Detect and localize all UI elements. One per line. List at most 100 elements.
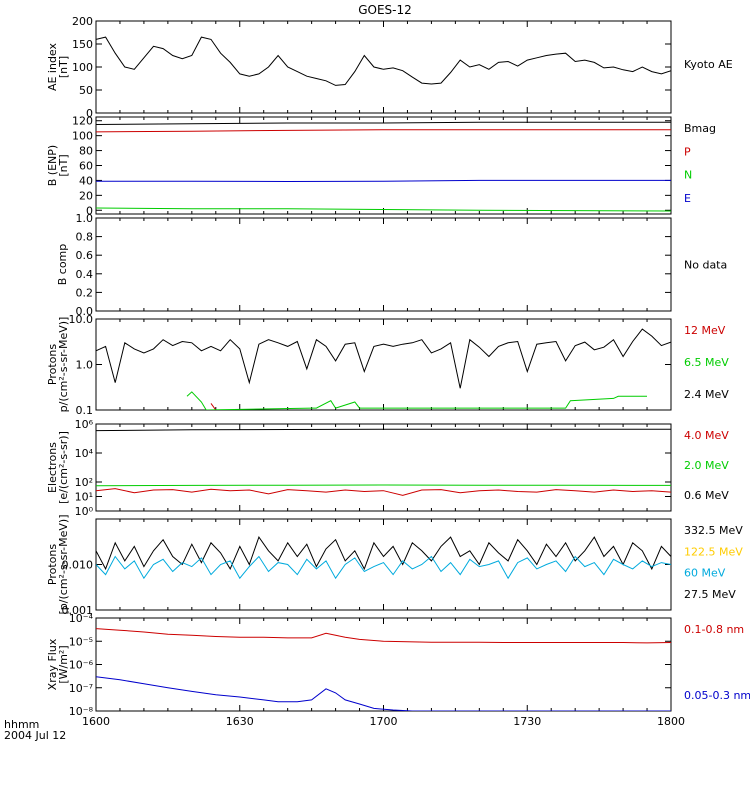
panel-frame bbox=[95, 318, 672, 411]
y-tick-label: 10⁻⁶ bbox=[69, 659, 94, 672]
y-tick-label: 60 bbox=[79, 160, 93, 173]
legend-entry: 0.6 MeV bbox=[684, 489, 729, 502]
panel-frame bbox=[95, 20, 672, 114]
y-axis-label: [e/(cm²-s-sr)] bbox=[57, 431, 70, 504]
y-axis-label: B (ENP) bbox=[46, 145, 59, 186]
y-tick-label: 1.0 bbox=[76, 359, 94, 372]
panel-frame bbox=[95, 217, 672, 312]
legend-entry: 122.5 MeV bbox=[684, 545, 743, 558]
x-tick-label: 1630 bbox=[226, 715, 254, 728]
y-tick-label: 0.2 bbox=[76, 286, 94, 299]
date-label: 2004 Jul 12 bbox=[4, 729, 66, 742]
y-tick-label: 10² bbox=[75, 476, 93, 489]
y-tick-label: 10.0 bbox=[69, 313, 94, 326]
chart-title: GOES-12 bbox=[358, 3, 412, 17]
y-tick-label: 40 bbox=[79, 174, 93, 187]
y-tick-label: 10⁻⁵ bbox=[69, 635, 93, 648]
y-tick-label: 1.0 bbox=[76, 212, 94, 225]
series-line-332-5-mev bbox=[96, 536, 671, 571]
series-line-kyoto-ae bbox=[96, 36, 671, 86]
y-axis-label: [nT] bbox=[57, 56, 70, 78]
y-axis-label: AE index bbox=[46, 42, 59, 91]
legend-entry: 60 MeV bbox=[684, 567, 726, 580]
series-line-p bbox=[96, 129, 671, 133]
legend-entry: 0.05-0.3 nm bbox=[684, 689, 750, 702]
y-tick-label: 0.8 bbox=[76, 231, 94, 244]
series-line-bmag bbox=[96, 121, 671, 125]
series-line-60-mev bbox=[96, 555, 671, 580]
y-axis-label: Protons bbox=[46, 344, 59, 385]
series-line-0-05-0-3-nm bbox=[96, 676, 671, 711]
y-tick-label: 100 bbox=[72, 130, 93, 143]
y-tick-label: 100 bbox=[72, 61, 93, 74]
series-line-e bbox=[96, 179, 671, 183]
series-line-2-4-mev bbox=[96, 328, 671, 389]
x-tick-label: 1800 bbox=[657, 715, 685, 728]
y-tick-label: 10⁰ bbox=[75, 505, 94, 518]
y-axis-label: B comp bbox=[56, 244, 69, 286]
series-line-0-1-0-8-nm bbox=[96, 628, 671, 644]
x-tick-label: 1600 bbox=[82, 715, 110, 728]
legend-entry: 2.0 MeV bbox=[684, 459, 729, 472]
legend-entry: P bbox=[684, 145, 691, 158]
y-tick-label: 0.010 bbox=[62, 559, 94, 572]
y-axis-label: Xray Flux bbox=[46, 638, 59, 690]
x-tick-label: 1700 bbox=[370, 715, 398, 728]
legend-entry: N bbox=[684, 169, 692, 182]
series-line-12-mev bbox=[210, 403, 217, 410]
y-tick-label: 10⁻⁷ bbox=[69, 682, 93, 695]
y-tick-label: 0.0 bbox=[76, 305, 94, 318]
series-line-n bbox=[96, 207, 671, 212]
y-axis-label: p/(cm²-s-sr-MeV)] bbox=[57, 317, 70, 413]
panel-6: 10⁻⁸ 10⁻⁷ 10⁻⁶ 10⁻⁵ 10⁻⁴ Xray Flux[W/m²] 0.1-0… bbox=[46, 612, 750, 718]
y-tick-label: 200 bbox=[72, 15, 93, 28]
y-tick-label: 10⁻⁸ bbox=[69, 705, 94, 718]
y-tick-label: 0 bbox=[86, 107, 93, 120]
x-tick-label: 1730 bbox=[513, 715, 541, 728]
y-tick-label: 10⁶ bbox=[75, 418, 94, 431]
y-tick-label: 0.001 bbox=[62, 604, 94, 617]
y-tick-label: 120 bbox=[72, 115, 93, 128]
panel-2: 0.0 0.2 0.4 0.6 0.8 1.0 B comp No data bbox=[56, 212, 727, 318]
y-axis-label: [p/(cm²-s-sr-MeV)] bbox=[57, 515, 70, 615]
panel-frame bbox=[95, 423, 672, 512]
legend-entry: 6.5 MeV bbox=[684, 356, 729, 369]
y-tick-label: 50 bbox=[79, 84, 93, 97]
legend-entry: E bbox=[684, 192, 691, 205]
series-line-4-0-mev bbox=[96, 488, 671, 496]
legend-entry: 4.0 MeV bbox=[684, 429, 729, 442]
series-line-6-5-mev bbox=[186, 391, 647, 410]
legend-entry: 27.5 MeV bbox=[684, 588, 736, 601]
legend-entry: 0.1-0.8 nm bbox=[684, 623, 744, 636]
y-tick-label: 0.4 bbox=[76, 268, 94, 281]
y-tick-label: 150 bbox=[72, 38, 93, 51]
y-tick-label: 0.6 bbox=[76, 249, 94, 262]
legend-entry: 2.4 MeV bbox=[684, 388, 729, 401]
y-axis-label: [W/m²] bbox=[57, 645, 70, 683]
y-tick-label: 20 bbox=[79, 189, 93, 202]
y-tick-label: 0.1 bbox=[76, 404, 94, 417]
time-label: hhmm bbox=[4, 718, 39, 731]
y-tick-label: 10⁴ bbox=[75, 447, 94, 460]
y-tick-label: 0 bbox=[86, 204, 93, 217]
panel-status: No data bbox=[684, 259, 727, 272]
y-tick-label: 80 bbox=[79, 145, 93, 158]
series-line-2-0-mev bbox=[96, 484, 671, 487]
panel-frame bbox=[95, 617, 672, 712]
legend-entry: 332.5 MeV bbox=[684, 524, 743, 537]
legend-entry: Bmag bbox=[684, 122, 716, 135]
legend-entry: Kyoto AE bbox=[684, 58, 733, 71]
series-line-0-6-mev bbox=[96, 428, 671, 432]
y-axis-label: [nT] bbox=[57, 154, 70, 176]
y-tick-label: 10¹ bbox=[75, 491, 93, 504]
y-axis-label: Protons bbox=[46, 544, 59, 585]
panel-0: 0 50 100 150 200 AE index[nT] Kyoto AE bbox=[46, 15, 733, 120]
legend-entry: 12 MeV bbox=[684, 324, 726, 337]
y-tick-label: 10⁻⁴ bbox=[69, 612, 94, 625]
y-axis-label: Electrons bbox=[46, 442, 59, 493]
